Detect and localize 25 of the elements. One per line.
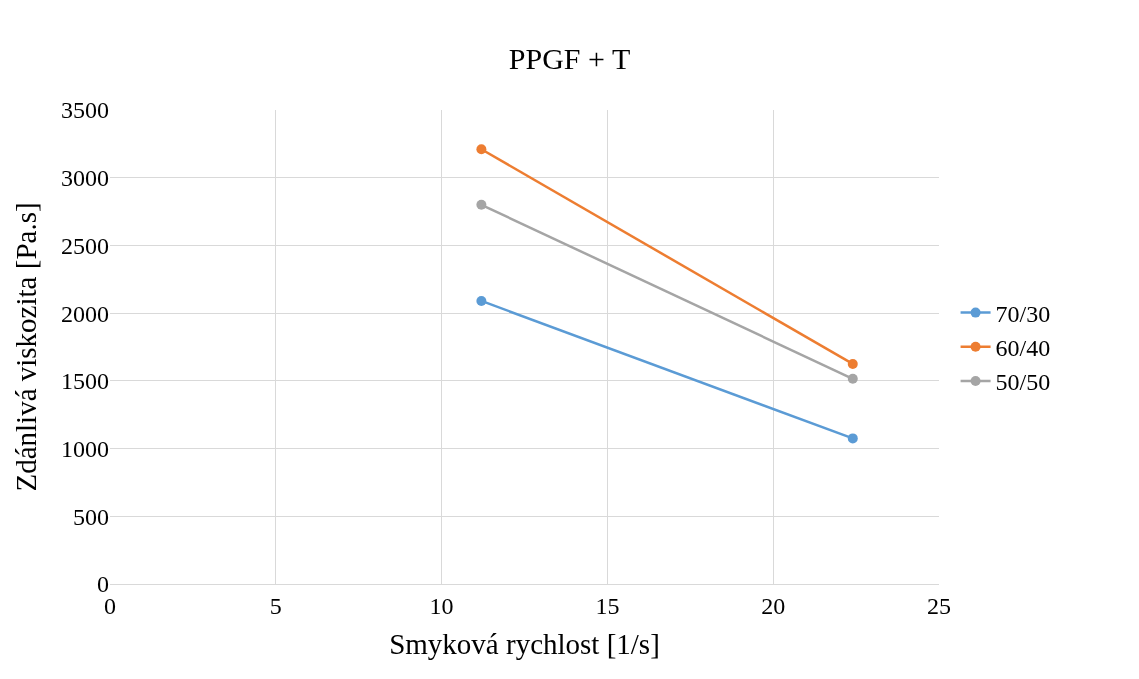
y-tick-label: 0 [97,571,109,598]
legend-label: 50/50 [995,369,1051,396]
x-tick-label: 5 [269,592,282,619]
y-axis-title: Zdánlivá viskozita [Pa.s] [10,202,43,492]
point [847,433,858,444]
x-tick-label: 15 [595,592,620,619]
y-tick-label: 3500 [61,97,109,124]
y-tick-label: 1500 [61,368,109,395]
legend-label: 70/30 [995,300,1051,327]
y-tick-label: 3000 [61,165,109,192]
x-tick-label: 10 [429,592,454,619]
y-tick-label: 2500 [61,232,109,259]
legend-label: 60/40 [995,335,1051,362]
point [847,373,858,384]
point [847,358,858,369]
y-tick-label: 1000 [61,435,109,462]
point [476,199,487,210]
chart-title: PPGF + T [508,41,631,75]
y-tick-label: 2000 [61,300,109,327]
point [476,295,487,306]
y-tick-label: 500 [73,503,109,530]
x-tick-label: 25 [927,592,951,619]
point [476,144,487,155]
x-axis-title: Smyková rychlost [1/s] [389,627,660,660]
x-tick-label: 20 [761,592,786,619]
